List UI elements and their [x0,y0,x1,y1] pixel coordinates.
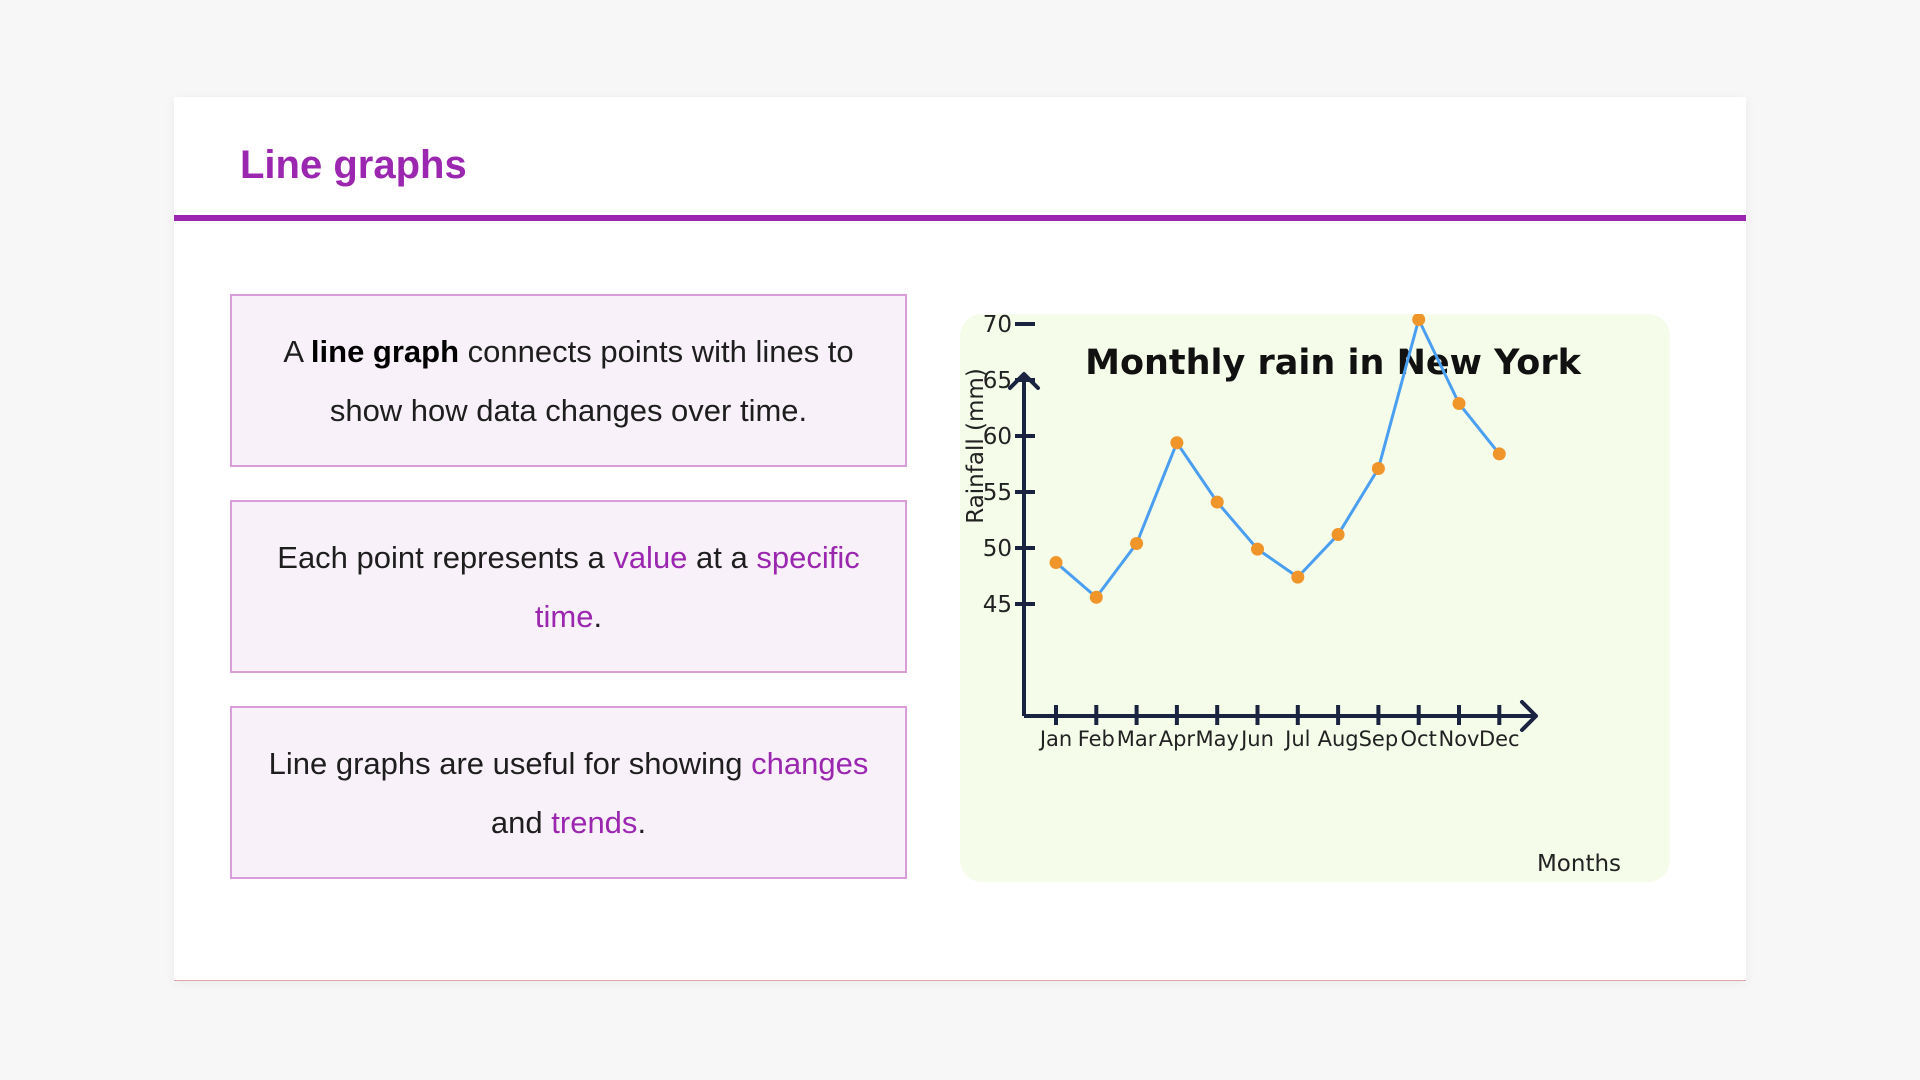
x-tick-label-jun: Jun [1239,727,1274,751]
highlight-specific-time: specific time [534,539,860,634]
x-tick-label-oct: Oct [1401,727,1437,751]
x-tick-label-nov: Nov [1439,727,1480,751]
x-tick-label-feb: Feb [1078,727,1115,751]
y-ticks: 45 50 55 60 65 70 [983,314,1035,618]
definition-card: A line graph connects points with lines … [230,294,907,467]
chart-title: Monthly rain in New York [1085,343,1582,383]
point-text-part-2: at a [687,539,757,575]
usage-text-part-3: . [637,804,647,840]
title-divider [174,215,1746,221]
x-axis-label: Months [1537,851,1621,877]
x-tick-label-sep: Sep [1359,727,1399,751]
point-text-part-1: Each point represents a [277,539,614,575]
x-axis-arrow [1520,700,1538,732]
data-point-apr [1170,436,1184,450]
usage-text-part-2: and [490,804,552,840]
data-point-may [1210,495,1224,509]
y-tick-label-45: 45 [983,592,1012,618]
data-point-jan [1049,556,1063,570]
x-ticks: Jan Feb Mar Apr May Jun Jul Aug Sep Oct Nov Dec [1038,705,1520,751]
usage-card: Line graphs are useful for showing chang… [230,706,907,879]
highlight-value: value [613,539,688,575]
data-point-mar [1130,537,1144,551]
point-card: Each point represents a value at a speci… [230,500,907,673]
data-point-jun [1251,542,1264,556]
data-point-jul [1291,570,1305,584]
point-text: Each point represents a value at a speci… [262,528,875,646]
x-tick-label-mar: Mar [1117,727,1157,751]
slide: Line graphs A line graph connects points… [174,97,1746,981]
data-point-sep [1371,461,1385,475]
data-point-feb [1089,590,1103,604]
term-line-graph: line graph [310,333,460,369]
data-point-oct [1412,314,1426,327]
usage-text-part-1: Line graphs are useful for showing [268,745,752,781]
slide-title: Line graphs [240,143,467,187]
x-tick-label-jan: Jan [1038,727,1072,751]
highlight-changes: changes [751,745,869,781]
y-tick-label-70: 70 [983,314,1012,338]
point-text-part-3: . [593,598,603,634]
x-tick-label-dec: Dec [1479,727,1520,751]
x-tick-label-aug: Aug [1318,727,1359,751]
x-tick-label-jul: Jul [1283,727,1310,751]
data-point-dec [1492,447,1506,461]
chart-axes [1008,372,1538,732]
chart-panel: Monthly rain in New York Rainfall (mm) M… [960,314,1670,882]
usage-text: Line graphs are useful for showing chang… [262,734,875,852]
data-point-nov [1452,397,1466,411]
y-tick-label-65: 65 [983,368,1012,394]
definition-text-part-2: connects points with lines to show how d… [329,333,854,428]
definition-text: A line graph connects points with lines … [262,322,875,440]
series-line [1055,318,1501,599]
x-tick-label-apr: Apr [1159,727,1196,751]
definition-text-part-1: A [283,333,311,369]
series-group [1049,314,1506,604]
data-point-aug [1331,528,1345,542]
y-tick-label-50: 50 [983,536,1012,562]
y-axis-arrow [1008,372,1040,390]
x-tick-label-may: May [1195,727,1238,751]
y-tick-label-60: 60 [983,424,1012,450]
y-axis-label: Rainfall (mm) [963,368,989,524]
highlight-trends: trends [551,804,638,840]
y-tick-label-55: 55 [983,480,1012,506]
rainfall-line-chart: Monthly rain in New York Rainfall (mm) M… [963,314,1621,877]
